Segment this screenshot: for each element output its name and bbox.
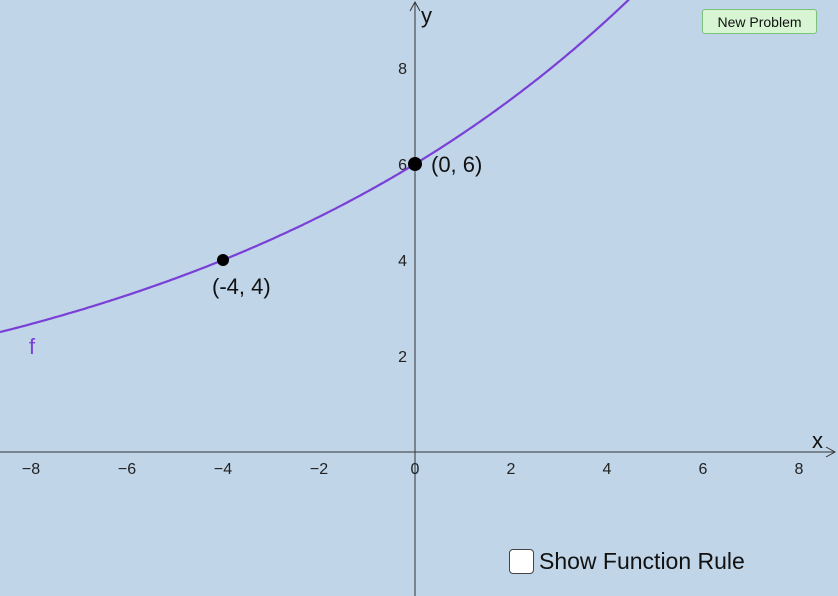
x-tick-label: −8 [22, 461, 40, 478]
x-tick-label: 6 [699, 461, 708, 478]
x-axis-label: x [812, 428, 823, 453]
y-axis-arrow [409, 0, 421, 12]
y-tick-label: 4 [398, 253, 407, 270]
new-problem-button[interactable]: New Problem [702, 9, 817, 34]
x-tick-label: 2 [507, 461, 516, 478]
point-marker[interactable] [217, 254, 229, 266]
y-tick-label: 6 [398, 157, 407, 174]
y-tick-label: 8 [398, 61, 407, 78]
x-tick-label: 4 [603, 461, 612, 478]
new-problem-label: New Problem [717, 13, 802, 30]
show-function-rule-toggle[interactable]: Show Function Rule [509, 546, 745, 576]
tick-labels: −8 −6 −4 −2 0 2 4 6 8 2 4 6 8 [22, 61, 804, 478]
show-function-rule-label: Show Function Rule [539, 547, 745, 574]
show-function-rule-checkbox[interactable] [509, 548, 534, 574]
point-label: (0, 6) [431, 152, 482, 177]
y-axis-label: y [421, 3, 432, 28]
point-label: (-4, 4) [212, 274, 271, 299]
x-tick-label: −4 [214, 461, 232, 478]
point-marker[interactable] [408, 157, 422, 171]
points[interactable]: (-4, 4) (0, 6) [212, 152, 482, 299]
x-tick-label: 0 [411, 461, 420, 478]
x-tick-label: −6 [118, 461, 136, 478]
x-tick-label: 8 [795, 461, 804, 478]
x-tick-label: −2 [310, 461, 328, 478]
function-label: f [29, 334, 36, 359]
y-tick-label: 2 [398, 349, 407, 366]
x-axis-arrow [825, 446, 837, 458]
